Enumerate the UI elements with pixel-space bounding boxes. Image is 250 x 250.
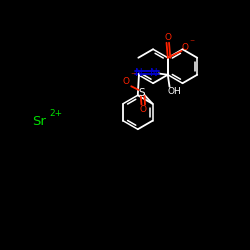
Text: ⁻: ⁻ — [190, 38, 194, 48]
Text: O: O — [182, 43, 189, 52]
Text: O: O — [140, 105, 147, 114]
Text: N: N — [135, 68, 143, 78]
Text: 2+: 2+ — [49, 109, 62, 118]
Text: N: N — [150, 68, 158, 78]
Text: OH: OH — [167, 87, 181, 96]
Text: ⁻: ⁻ — [130, 71, 135, 81]
Text: S: S — [139, 88, 145, 98]
Text: Sr: Sr — [32, 115, 46, 128]
Text: O: O — [164, 33, 171, 42]
Text: O: O — [123, 77, 130, 86]
